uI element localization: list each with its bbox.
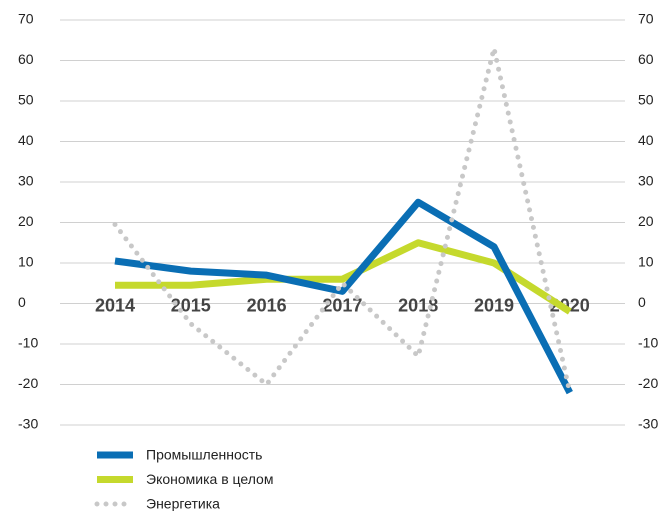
series-line — [112, 45, 573, 396]
y-tick-label: 40 — [18, 132, 34, 148]
y-tick-label: 50 — [18, 92, 34, 108]
y2-tick-label: -10 — [638, 335, 658, 351]
y-tick-label: 70 — [18, 11, 34, 27]
x-tick-label: 2014 — [95, 295, 135, 315]
y2-tick-label: 10 — [638, 254, 654, 270]
y-tick-label: -20 — [18, 375, 38, 391]
y2-tick-label: 50 — [638, 92, 654, 108]
y2-tick-label: 40 — [638, 132, 654, 148]
y-tick-label: -10 — [18, 335, 38, 351]
y-tick-label: -30 — [18, 416, 38, 432]
y-tick-label: 0 — [18, 294, 26, 310]
y2-tick-label: 0 — [638, 294, 646, 310]
legend-label: Промышленность — [146, 447, 262, 463]
y2-tick-label: -20 — [638, 375, 658, 391]
y-tick-label: 20 — [18, 213, 34, 229]
x-tick-label: 2018 — [398, 295, 438, 315]
y2-tick-label: 30 — [638, 173, 654, 189]
y2-tick-label: 70 — [638, 11, 654, 27]
y2-tick-label: -30 — [638, 416, 658, 432]
y2-tick-label: 20 — [638, 213, 654, 229]
series-line — [114, 198, 573, 395]
x-tick-label: 2019 — [474, 295, 514, 315]
x-tick-label: 2016 — [247, 295, 287, 315]
x-tick-label: 2015 — [171, 295, 211, 315]
y-tick-label: 30 — [18, 173, 34, 189]
x-tick-label: 2020 — [550, 295, 590, 315]
y-tick-label: 60 — [18, 51, 34, 67]
series-line — [115, 239, 572, 315]
y-tick-label: 10 — [18, 254, 34, 270]
x-tick-label: 2017 — [322, 295, 362, 315]
legend-label: Энергетика — [146, 496, 220, 511]
legend-label: Экономика в целом — [146, 471, 273, 487]
y2-tick-label: 60 — [638, 51, 654, 67]
